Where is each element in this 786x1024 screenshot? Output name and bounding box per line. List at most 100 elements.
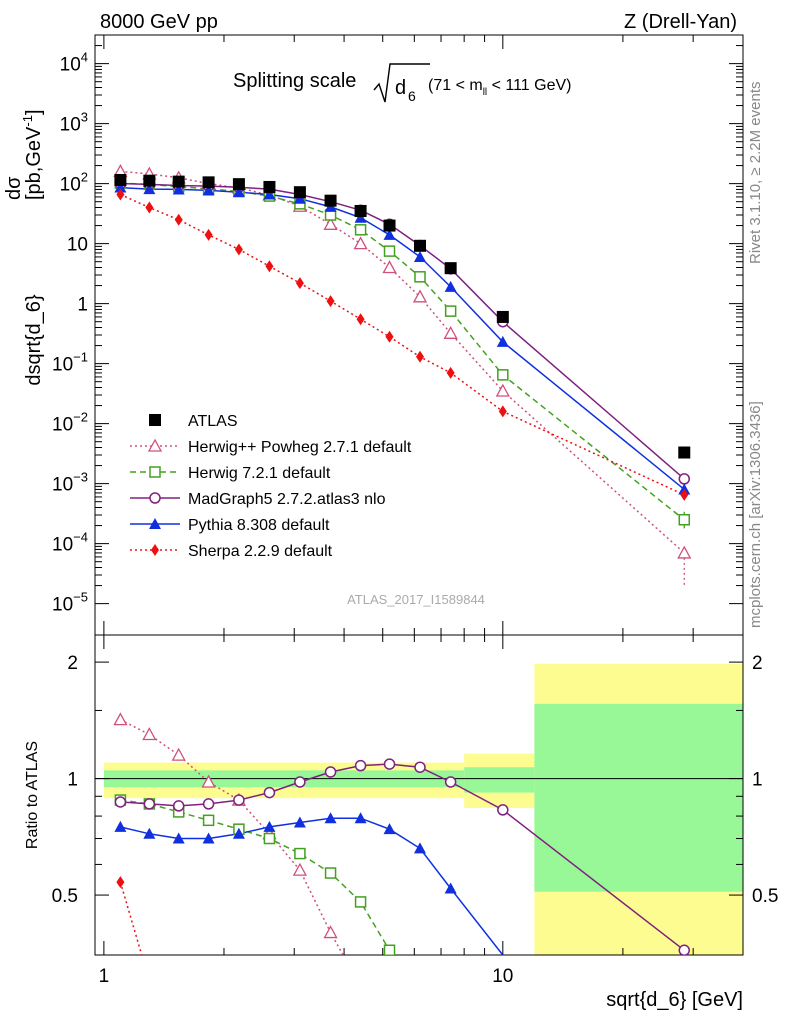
legend-label-MadGraph5 2.7.2.atlas3 nlo: MadGraph5 2.7.2.atlas3 nlo [188,491,386,508]
ratio-point-Pythia 8.308 default [143,827,156,839]
ratio-point-Pythia 8.308 default [324,812,337,824]
series-point-Herwig++ Powheg 2.7.1 default [495,383,510,397]
ratio-point-MadGraph5 2.7.2.atlas3 nlo [497,804,509,816]
legend-marker-Herwig 7.2.1 default [149,466,161,478]
series-point-Pythia 8.308 default [263,188,276,200]
series-point-Sherpa 2.2.9 default [234,243,243,256]
series-point-Herwig 7.2.1 default [678,514,691,526]
process-label: Z (Drell-Yan) [624,11,737,33]
data-point-ATLAS [413,239,426,252]
ratio-point-Pythia 8.308 default [293,816,306,828]
ratio-point-Pythia 8.308 default [413,842,426,854]
ratio-point-Herwig++ Powheg 2.7.1 default [292,862,308,876]
series-point-Sherpa 2.2.9 default [415,350,424,363]
x-tick-label-10: 10 [492,966,513,987]
legend-label-Sherpa 2.2.9 default: Sherpa 2.2.9 default [188,543,333,560]
rivet-version-label: Rivet 3.1.10, ≥ 2.2M events [747,82,764,265]
ratio-point-MadGraph5 2.7.2.atlas3 nlo [294,776,306,788]
series-point-Sherpa 2.2.9 default [204,228,213,241]
series-point-Herwig++ Powheg 2.7.1 default [323,216,338,230]
ratio-y-tick-label-left: 1 [67,770,78,791]
y-tick-label: 103 [60,110,88,136]
ratio-line-Herwig 7.2.1 default [120,799,391,951]
y-tick-label: 10−3 [52,470,88,496]
legend-marker-Pythia 8.308 default [149,518,161,529]
ratio-point-Pythia 8.308 default [202,832,215,844]
x-axis-label: sqrt{d_6} [GeV] [606,989,743,1011]
series-point-Sherpa 2.2.9 default [498,405,507,418]
ratio-y-axis-label: Ratio to ATLAS [24,741,41,849]
ratio-series-layer [113,712,691,955]
title-symbol: d [395,77,406,99]
legend-marker-Sherpa 2.2.9 default [151,544,159,556]
legend-label-ATLAS: ATLAS [188,413,238,430]
y-tick-label: 102 [60,170,88,196]
series-point-Sherpa 2.2.9 default [326,295,335,308]
y-tick-label: 10−2 [52,410,88,436]
y-tick-label: 10 [67,235,88,256]
ratio-point-Pythia 8.308 default [172,832,185,844]
series-point-Sherpa 2.2.9 default [265,260,274,273]
series-point-Pythia 8.308 default [293,192,306,204]
ratio-point-Herwig 7.2.1 default [383,944,396,955]
ratio-y-tick-label-right: 1 [752,770,763,791]
data-point-ATLAS [354,204,367,217]
ratio-point-MadGraph5 2.7.2.atlas3 nlo [233,794,245,806]
mcplots-label: mcplots.cern.ch [arXiv:1306.3436] [747,401,764,628]
ratio-y-tick-label-left: 2 [67,653,78,674]
series-point-Herwig++ Powheg 2.7.1 default [353,236,368,250]
ratio-point-MadGraph5 2.7.2.atlas3 nlo [324,766,337,778]
title-text: Splitting scale [233,70,356,92]
ratio-point-MadGraph5 2.7.2.atlas3 nlo [444,776,457,788]
analysis-id-watermark: ATLAS_2017_I1589844 [347,592,485,607]
ratio-y-tick-label-right: 0.5 [752,886,778,907]
series-point-Pythia 8.308 default [172,183,185,195]
title-subscript: 6 [408,88,416,104]
series-point-Herwig++ Powheg 2.7.1 default [382,260,397,274]
main-y-axis-unit: [pb,GeV-1] [20,109,45,200]
ratio-point-Pythia 8.308 default [383,823,396,835]
series-point-Herwig 7.2.1 default [383,245,396,257]
series-point-Sherpa 2.2.9 default [356,313,365,326]
series-point-Sherpa 2.2.9 default [145,201,154,214]
legend-marker-ATLAS [149,414,161,426]
legend-label-Pythia 8.308 default: Pythia 8.308 default [188,517,330,534]
ratio-point-Herwig 7.2.1 default [294,847,306,860]
main-series-layer [113,164,692,586]
legend-label-Herwig++ Powheg 2.7.1 default: Herwig++ Powheg 2.7.1 default [188,439,412,456]
title-range: (71 < mll < 111 GeV) [428,77,571,98]
ratio-point-MadGraph5 2.7.2.atlas3 nlo [354,759,367,772]
energy-label: 8000 GeV pp [100,11,218,33]
ratio-point-MadGraph5 2.7.2.atlas3 nlo [263,786,276,799]
data-point-ATLAS [678,446,691,459]
series-point-Pythia 8.308 default [383,228,396,240]
ratio-point-Herwig 7.2.1 default [324,867,337,879]
series-point-Pythia 8.308 default [413,250,426,262]
series-point-Herwig++ Powheg 2.7.1 default [677,545,692,559]
ratio-point-Pythia 8.308 default [263,820,276,832]
series-point-Herwig 7.2.1 default [414,271,426,283]
data-point-ATLAS [383,219,396,232]
ratio-point-Pythia 8.308 default [354,812,367,824]
y-tick-label: 1 [77,295,88,316]
series-point-MadGraph5 2.7.2.atlas3 nlo [678,473,691,485]
series-point-Herwig++ Powheg 2.7.1 default [443,325,458,339]
series-point-Pythia 8.308 default [114,181,127,193]
ratio-point-Pythia 8.308 default [114,820,127,832]
legend-label-Herwig 7.2.1 default: Herwig 7.2.1 default [188,465,331,482]
ratio-uncertainty-bands [103,663,743,955]
ratio-point-Pythia 8.308 default [444,882,457,894]
series-point-Herwig++ Powheg 2.7.1 default [412,289,428,303]
ratio-point-Herwig++ Powheg 2.7.1 default [142,727,157,741]
data-point-ATLAS [496,310,509,323]
ratio-point-MadGraph5 2.7.2.atlas3 nlo [172,800,185,812]
series-point-Herwig 7.2.1 default [354,224,367,236]
series-point-Sherpa 2.2.9 default [116,188,125,201]
series-point-Pythia 8.308 default [143,183,156,195]
data-point-ATLAS [232,178,245,191]
plot-title: Splitting scale d 6 (71 < mll < 111 GeV) [233,63,571,104]
ratio-point-MadGraph5 2.7.2.atlas3 nlo [678,944,691,955]
main-y-axis-label: dsqrt{d_6} [23,294,45,386]
series-point-Herwig 7.2.1 default [497,369,509,381]
